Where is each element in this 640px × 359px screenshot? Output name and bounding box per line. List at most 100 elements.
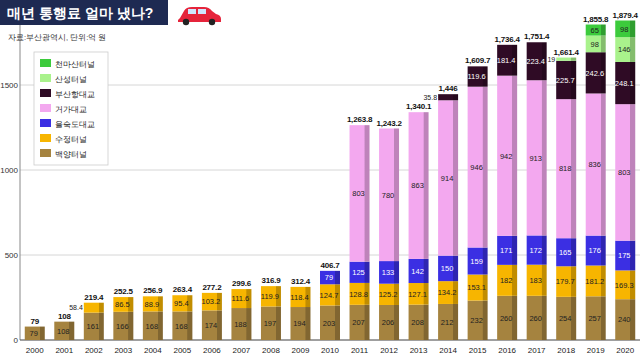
- legend-box: [34, 52, 108, 165]
- total-label: 1,661.4: [554, 48, 580, 57]
- data-label: 207: [352, 318, 365, 327]
- data-label: 128.8: [349, 290, 368, 299]
- data-label: 182: [500, 276, 513, 285]
- data-label: 818: [559, 164, 572, 173]
- data-label: 181.4: [497, 56, 516, 65]
- bar-segment: [586, 36, 606, 53]
- bar-segment: [586, 25, 606, 36]
- header: 매년 통행료 얼마 냈나?자료:부산광역시, 단위:억 원: [0, 0, 221, 42]
- bar-segment: [615, 62, 635, 104]
- bar-segment: [468, 275, 488, 301]
- bar-segment: [409, 259, 429, 283]
- total-label: 1,609.7: [465, 56, 491, 65]
- bar-segment: [409, 112, 429, 259]
- x-tick-label: 2014: [439, 346, 457, 355]
- total-label: 316.9: [261, 276, 281, 285]
- x-tick-label: 2017: [528, 346, 546, 355]
- data-label: 161: [87, 322, 100, 331]
- data-label: 780: [382, 191, 395, 200]
- data-label: 206: [382, 318, 395, 327]
- bar-segment: [202, 310, 222, 340]
- data-label: 127.1: [408, 290, 427, 299]
- data-label: 257: [588, 314, 601, 323]
- data-label: 108: [57, 327, 70, 336]
- legend-label: 산성터널: [55, 75, 87, 84]
- bar-segment: [84, 303, 104, 313]
- data-label: 111.6: [232, 294, 250, 303]
- legend-swatch: [40, 119, 51, 127]
- bar-segment: [468, 248, 488, 275]
- bar-segment: [556, 297, 576, 340]
- data-label: 98: [620, 25, 628, 34]
- x-tick-label: 2001: [55, 346, 73, 355]
- x-tick-label: 2020: [616, 346, 634, 355]
- data-label: 19: [547, 56, 555, 63]
- total-label: 1,736.4: [494, 35, 520, 44]
- data-label: 254: [559, 314, 572, 323]
- data-label: 223.4: [526, 57, 545, 66]
- data-label: 197: [264, 319, 277, 328]
- bar-segment: [497, 76, 517, 236]
- bar-segment: [527, 265, 547, 296]
- data-label: 159: [470, 257, 483, 266]
- data-label: 103.2: [202, 297, 221, 306]
- x-tick-label: 2008: [262, 346, 280, 355]
- bar-segment: [615, 21, 635, 38]
- bar-segment: [497, 296, 517, 340]
- bar-segment: [172, 311, 192, 340]
- legend-label: 을숙도대교: [55, 120, 95, 129]
- bar-segment: [586, 236, 606, 266]
- bar-segment: [615, 299, 635, 340]
- bar-segment: [438, 94, 458, 100]
- data-label: 125.2: [379, 290, 398, 299]
- car-window: [188, 9, 196, 14]
- chart: 0500100015007910816158.416686.516888.916…: [0, 0, 640, 359]
- bar-segment: [556, 238, 576, 266]
- data-label: 260: [500, 314, 513, 323]
- legend-swatch: [40, 104, 51, 112]
- bar-segment: [497, 265, 517, 296]
- bar-segment: [556, 58, 576, 61]
- bar-segment: [320, 271, 340, 284]
- data-label: 119.9: [261, 292, 279, 301]
- car-window: [198, 9, 206, 14]
- data-label: 176: [588, 246, 601, 255]
- bar-segment: [320, 284, 340, 305]
- data-label: 248.1: [615, 79, 634, 88]
- data-label: 95.4: [174, 299, 189, 308]
- bar-segment: [350, 262, 370, 283]
- data-label: 35.8: [423, 94, 437, 101]
- legend-label: 수정터널: [55, 135, 87, 144]
- y-tick-label: 500: [5, 251, 19, 260]
- data-label: 863: [411, 181, 424, 190]
- legend-swatch: [40, 149, 51, 157]
- x-tick-label: 2009: [292, 346, 310, 355]
- bar-segment: [409, 283, 429, 305]
- total-label: 263.4: [173, 285, 193, 294]
- bar-segment: [556, 61, 576, 99]
- x-tick-label: 2002: [85, 346, 103, 355]
- data-label: 168: [146, 322, 159, 331]
- data-label: 803: [618, 168, 631, 177]
- data-label: 118.4: [290, 293, 308, 302]
- total-label: 1,879.4: [613, 11, 639, 20]
- bar-segment: [202, 293, 222, 311]
- data-label: 133: [382, 268, 395, 277]
- total-label: 252.5: [114, 287, 134, 296]
- legend-swatch: [40, 59, 51, 67]
- bar-segment: [172, 295, 192, 311]
- x-tick-label: 2000: [26, 346, 44, 355]
- data-label: 260: [529, 314, 542, 323]
- data-label: 946: [470, 163, 483, 172]
- bar-segment: [615, 270, 635, 299]
- bar-segment: [468, 301, 488, 340]
- legend-swatch: [40, 74, 51, 82]
- subtitle: 자료:부산광역시, 단위:억 원: [8, 33, 106, 42]
- total-label: 1,855.8: [583, 15, 609, 24]
- data-label: 166: [116, 322, 129, 331]
- data-label: 146: [618, 45, 631, 54]
- data-label: 803: [352, 189, 365, 198]
- grid-line: [20, 255, 640, 256]
- data-label: 203: [323, 319, 336, 328]
- bar-segment: [527, 42, 547, 80]
